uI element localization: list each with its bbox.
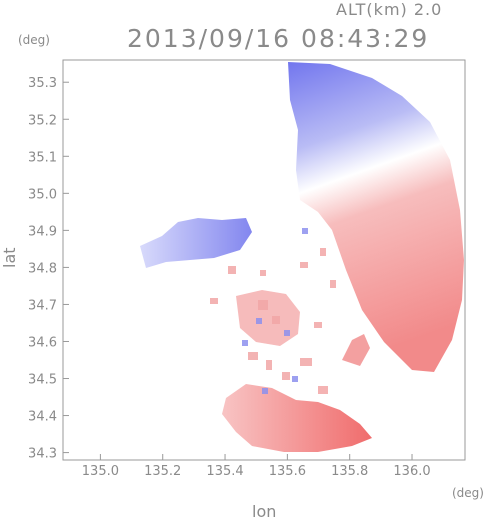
echo-west-patch bbox=[140, 218, 252, 268]
x-tick-label: 135.4 bbox=[206, 464, 243, 479]
x-tick-label: 135.8 bbox=[331, 464, 368, 479]
x-axis-unit: (deg) bbox=[452, 486, 484, 500]
echo-south-region bbox=[222, 384, 372, 452]
y-tick-label: 34.8 bbox=[28, 261, 57, 276]
x-tick-label: 135.0 bbox=[82, 464, 119, 479]
altitude-label: ALT(km) 2.0 bbox=[336, 0, 443, 19]
scan-timestamp: 2013/09/16 08:43:29 bbox=[127, 24, 430, 53]
echo-southeast-patch bbox=[342, 334, 370, 366]
x-tick-label: 135.6 bbox=[269, 464, 306, 479]
y-tick-label: 35.2 bbox=[28, 113, 57, 128]
y-tick-label: 34.3 bbox=[28, 447, 57, 462]
x-axis-label: lon bbox=[252, 502, 277, 521]
x-tick-label: 135.2 bbox=[144, 464, 181, 479]
echo-layer bbox=[140, 62, 464, 452]
y-tick-label: 34.4 bbox=[28, 410, 57, 425]
y-ticks: 35.3 35.2 35.1 35.0 34.9 34.8 34.7 34.6 34.5 34.4… bbox=[28, 76, 69, 462]
y-axis-unit: (deg) bbox=[18, 33, 50, 47]
echo-scatter bbox=[210, 248, 336, 394]
y-tick-label: 34.7 bbox=[28, 298, 57, 313]
y-tick-label: 35.3 bbox=[28, 76, 57, 91]
y-tick-label: 35.1 bbox=[28, 150, 57, 165]
y-tick-label: 34.9 bbox=[28, 224, 57, 239]
echo-scatter-blue bbox=[242, 228, 308, 394]
axes-frame bbox=[62, 59, 466, 461]
y-tick-label: 34.5 bbox=[28, 373, 57, 388]
x-tick-label: 136.0 bbox=[393, 464, 430, 479]
y-tick-label: 35.0 bbox=[28, 187, 57, 202]
echo-center-cluster bbox=[236, 290, 300, 346]
x-ticks: 135.0 135.2 135.4 135.6 135.8 136.0 bbox=[82, 454, 431, 479]
y-tick-label: 34.6 bbox=[28, 335, 57, 350]
echo-east-sector bbox=[288, 62, 464, 372]
